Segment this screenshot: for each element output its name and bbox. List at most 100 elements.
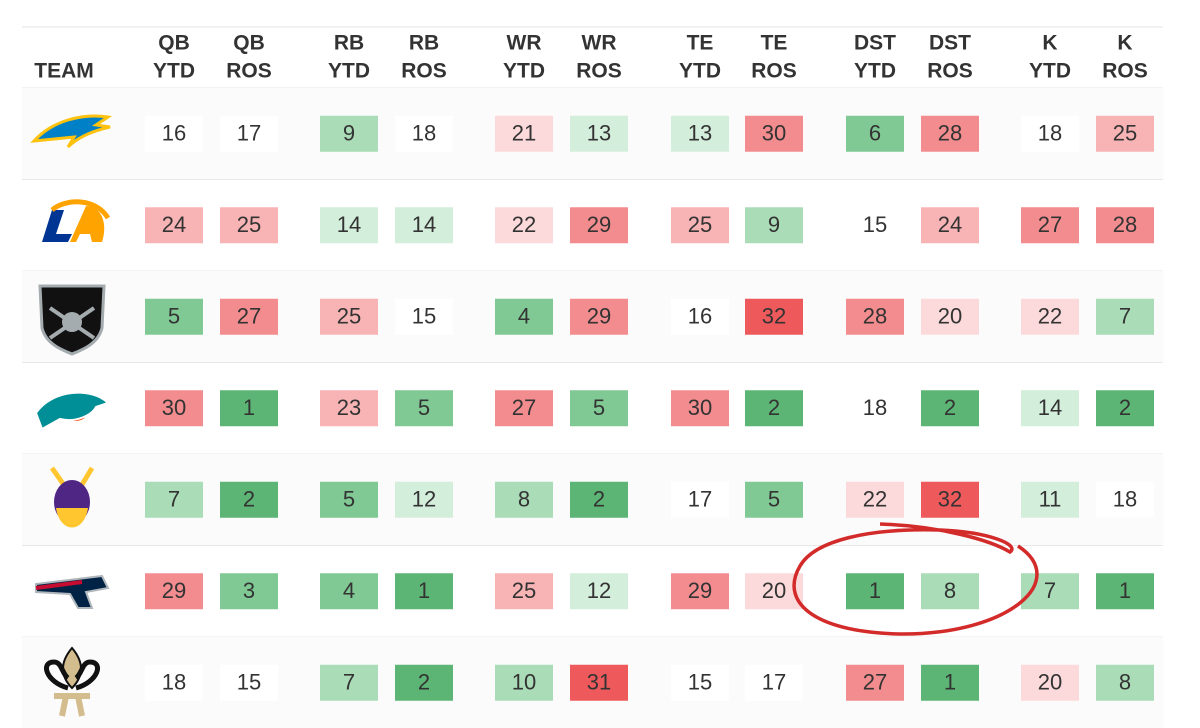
- header-period: ROS: [927, 60, 973, 83]
- rank-cell: [1021, 207, 1079, 244]
- rank-value: 11: [1039, 487, 1062, 512]
- header-position: QB: [233, 32, 265, 55]
- rank-value: 7: [343, 670, 355, 695]
- rank-value: 5: [168, 304, 180, 329]
- rank-value: 14: [412, 212, 436, 237]
- rank-cell: [921, 207, 979, 244]
- rank-value: 20: [938, 304, 962, 329]
- header-position: QB: [158, 32, 190, 55]
- rank-value: 2: [1119, 395, 1131, 420]
- header-period: ROS: [751, 60, 797, 83]
- rank-value: 2: [593, 487, 605, 512]
- rank-cell: [570, 390, 628, 427]
- rank-value: 8: [1119, 670, 1131, 695]
- rank-cell: [570, 298, 628, 335]
- rank-cell: [1021, 115, 1079, 152]
- header-period: ROS: [226, 60, 272, 83]
- header-position: DST: [929, 32, 971, 55]
- rank-value: 25: [337, 304, 361, 329]
- rank-value: 30: [162, 395, 186, 420]
- rank-cell: [320, 298, 378, 335]
- rank-cell: [145, 207, 203, 244]
- rank-cell: [1096, 481, 1154, 518]
- rank-cell: [671, 207, 729, 244]
- rank-value: 6: [869, 121, 881, 146]
- rank-cell: [570, 481, 628, 518]
- header-period: ROS: [576, 60, 622, 83]
- rank-value: 13: [688, 121, 712, 146]
- rank-value: 7: [1044, 578, 1056, 603]
- logo-rams: [42, 199, 111, 242]
- rank-value: 29: [688, 578, 712, 603]
- logo-saints: [44, 646, 100, 717]
- rank-value: 15: [412, 304, 436, 329]
- rank-value: 23: [337, 395, 361, 420]
- rank-value: 14: [1038, 395, 1062, 420]
- rank-cell: [846, 390, 904, 427]
- rank-cell: [671, 664, 729, 701]
- rank-cell: [570, 573, 628, 610]
- rank-cell: [395, 298, 453, 335]
- rank-value: 15: [688, 670, 712, 695]
- rank-cell: [395, 481, 453, 518]
- rank-value: 4: [518, 304, 530, 329]
- logo-dolphins: [34, 391, 110, 431]
- rank-value: 1: [869, 578, 881, 603]
- rank-cell: [395, 115, 453, 152]
- rank-cell: [320, 481, 378, 518]
- rank-value: 13: [587, 121, 611, 146]
- rank-cell: [220, 481, 278, 518]
- header-period: YTD: [153, 60, 195, 83]
- rank-value: 2: [768, 395, 780, 420]
- rank-cell: [220, 664, 278, 701]
- rank-value: 21: [512, 121, 536, 146]
- rank-cell: [921, 664, 979, 701]
- rank-cell: [921, 481, 979, 518]
- rank-cell: [1096, 298, 1154, 335]
- header-position: K: [1117, 32, 1132, 55]
- header-team: TEAM: [34, 60, 94, 83]
- rank-cell: [671, 390, 729, 427]
- rank-value: 9: [343, 121, 355, 146]
- rank-cell: [145, 481, 203, 518]
- header-position: K: [1042, 32, 1057, 55]
- rank-cell: [220, 115, 278, 152]
- rank-value: 3: [243, 578, 255, 603]
- rank-cell: [1021, 298, 1079, 335]
- rank-value: 2: [944, 395, 956, 420]
- rank-value: 2: [243, 487, 255, 512]
- rank-value: 30: [688, 395, 712, 420]
- rank-cell: [1096, 115, 1154, 152]
- rank-value: 17: [237, 121, 261, 146]
- header-period: YTD: [1029, 60, 1071, 83]
- rank-cell: [395, 573, 453, 610]
- rank-value: 8: [518, 487, 530, 512]
- rank-cell: [495, 573, 553, 610]
- rank-cell: [495, 481, 553, 518]
- rank-value: 25: [688, 212, 712, 237]
- logo-vikings: [49, 466, 95, 528]
- rank-cell: [320, 390, 378, 427]
- rank-value: 7: [1119, 304, 1131, 329]
- rank-cell: [1096, 664, 1154, 701]
- header-position: WR: [582, 32, 617, 55]
- rank-value: 25: [1113, 121, 1137, 146]
- header-period: ROS: [1102, 60, 1148, 83]
- rank-value: 17: [762, 670, 786, 695]
- rank-value: 1: [944, 670, 956, 695]
- rank-cell: [570, 664, 628, 701]
- rank-value: 30: [762, 121, 786, 146]
- rank-cell: [220, 207, 278, 244]
- rank-cell: [220, 298, 278, 335]
- header-period: YTD: [503, 60, 545, 83]
- rank-value: 16: [162, 121, 186, 146]
- rank-value: 29: [587, 212, 611, 237]
- rank-value: 31: [587, 670, 611, 695]
- rank-cell: [495, 298, 553, 335]
- rank-cell: [1096, 207, 1154, 244]
- rank-value: 20: [1038, 670, 1062, 695]
- rank-value: 32: [762, 304, 786, 329]
- rank-cell: [846, 664, 904, 701]
- rank-value: 25: [512, 578, 536, 603]
- rank-value: 5: [343, 487, 355, 512]
